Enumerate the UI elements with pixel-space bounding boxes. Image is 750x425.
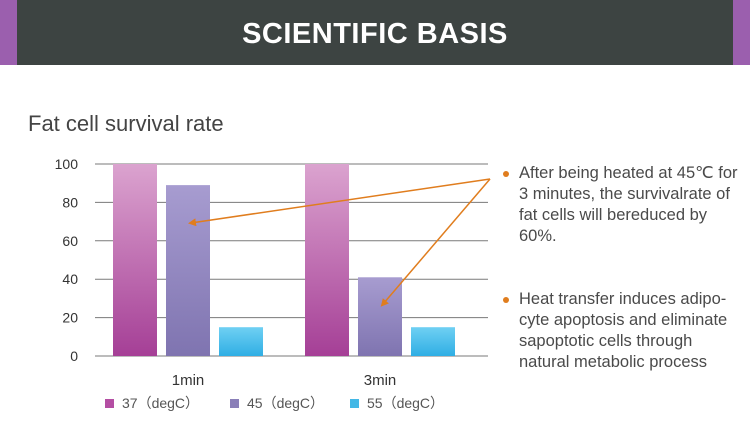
bar [166,185,210,356]
chart-title: Fat cell survival rate [28,111,224,136]
note-item: After being heated at 45℃ for 3 minutes,… [500,163,745,247]
bullet-dot-icon [503,297,509,303]
x-tick-label: 1min [172,372,205,389]
y-tick-label: 80 [62,194,78,210]
legend-label: 45（degC） [247,395,324,411]
bar [219,327,263,356]
bar [411,327,455,356]
y-tick-label: 0 [70,348,78,364]
legend-label: 37（degC） [122,395,199,411]
y-tick-label: 40 [62,271,78,287]
banner-accent-right [733,0,750,65]
header-banner: SCIENTIFIC BASIS [0,0,750,65]
note-item: Heat transfer induces adipo-cyte apoptos… [500,289,745,373]
annotation-arrow [380,178,491,307]
x-tick-label: 3min [364,372,397,389]
bullet-dot-icon [503,171,509,177]
y-tick-label: 100 [55,156,79,172]
bar [305,164,349,356]
y-tick-label: 20 [62,310,78,326]
note-text: After being heated at 45℃ for 3 minutes,… [519,164,738,245]
legend-swatch [230,399,239,408]
note-text: Heat transfer induces adipo-cyte apoptos… [519,290,728,371]
y-tick-label: 60 [62,233,78,249]
legend-label: 55（degC） [367,395,444,411]
notes-list: After being heated at 45℃ for 3 minutes,… [500,163,745,415]
legend-swatch [105,399,114,408]
banner-accent-left [0,0,17,65]
page-title: SCIENTIFIC BASIS [242,18,508,50]
bar [113,164,157,356]
annotation-arrow [188,178,491,227]
legend-swatch [350,399,359,408]
